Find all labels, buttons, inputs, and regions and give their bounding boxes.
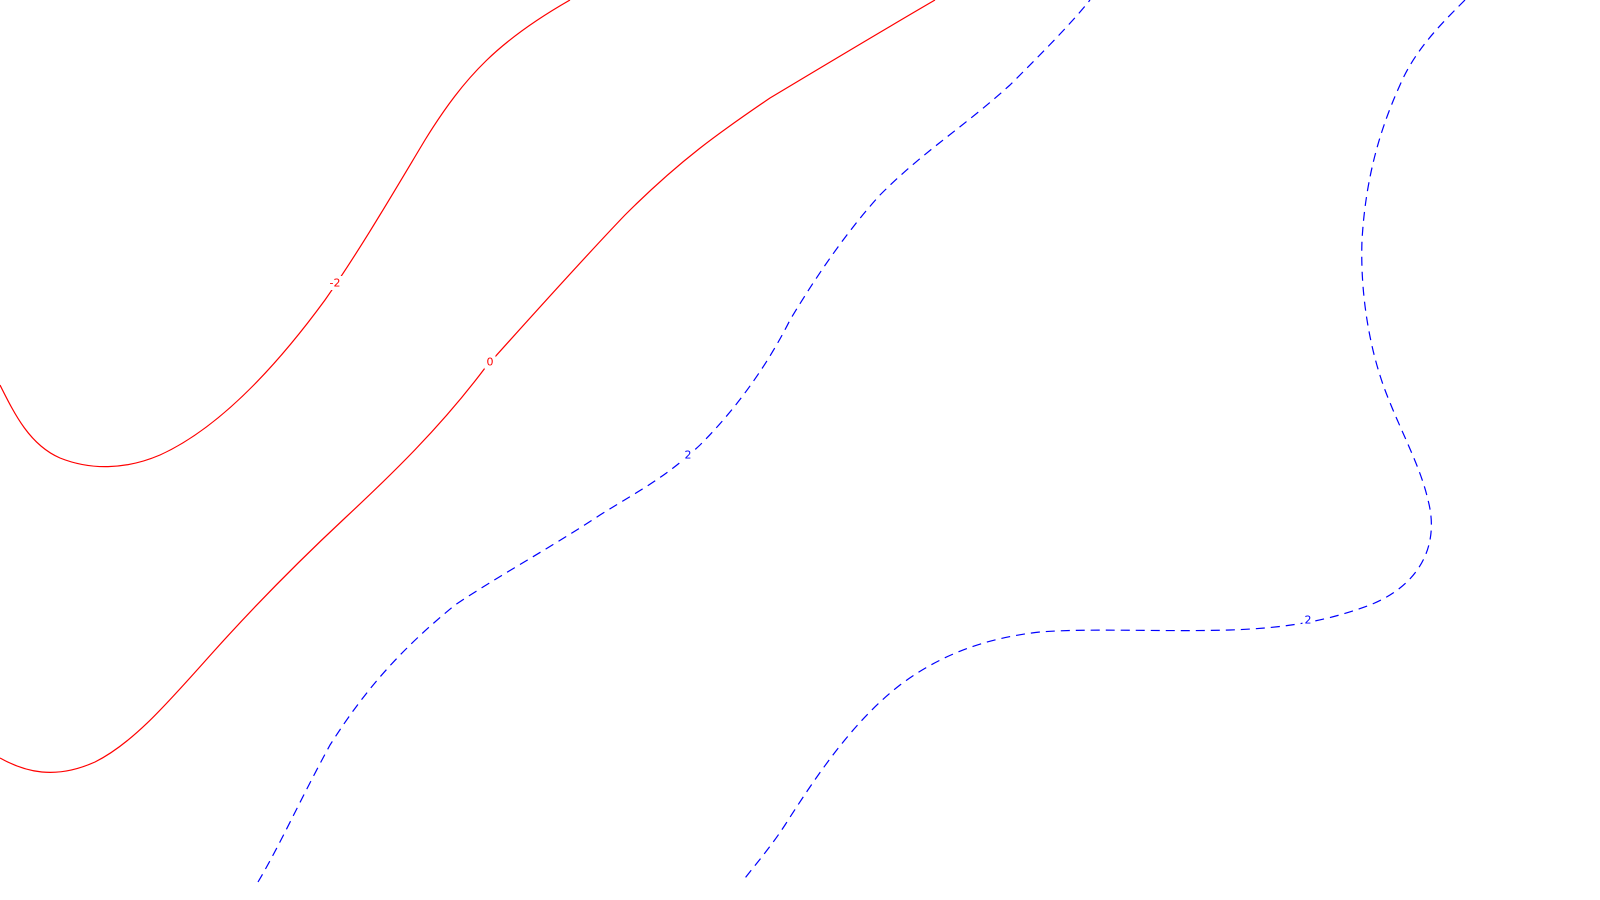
contour-label-halo-pos2a	[682, 448, 694, 462]
contour-lines	[0, 0, 1466, 883]
contour-label-halo-zero	[484, 355, 496, 369]
contour-label-pos2a: 2	[685, 449, 692, 462]
contour-label-zero: 0	[487, 356, 494, 369]
contour-label-halo-pos2b	[1302, 613, 1314, 627]
contour-line-zero	[0, 0, 936, 773]
contour-label-halo-neg2	[326, 276, 344, 290]
contour-line-pos2a	[257, 0, 1091, 883]
contour-label-neg2: -2	[330, 277, 341, 290]
contour-line-neg2	[0, 0, 571, 468]
contour-labels: -2 0 2 2	[326, 276, 1314, 627]
contour-label-pos2b: 2	[1305, 614, 1312, 627]
contour-line-pos2b	[741, 0, 1466, 883]
